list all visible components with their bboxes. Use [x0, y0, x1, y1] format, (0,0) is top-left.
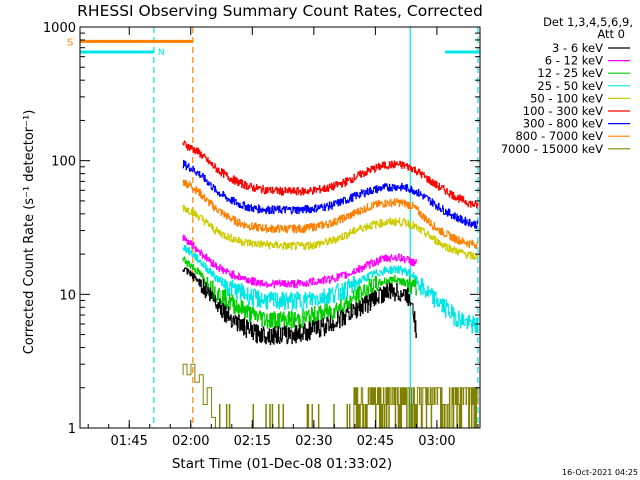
chart-title: RHESSI Observing Summary Count Rates, Co… — [77, 2, 483, 20]
legend-label-1: 6 - 12 keV — [545, 54, 603, 68]
x-tick-label-0: 01:45 — [110, 434, 147, 449]
x-tick-label-3: 02:30 — [295, 434, 332, 449]
y-tick-label-3: 1000 — [43, 21, 76, 36]
night-state-label: N — [158, 48, 165, 58]
legend-label-7: 800 - 7000 keV — [515, 129, 603, 143]
legend-label-8: 7000 - 15000 keV — [501, 142, 603, 156]
series-line-7000-15000-kev — [182, 363, 479, 428]
legend-label-6: 300 - 800 keV — [523, 117, 603, 131]
legend-label-2: 12 - 25 keV — [537, 66, 603, 80]
legend-label-0: 3 - 6 keV — [552, 41, 603, 55]
legend-header-line-1: Det 1,3,4,5,6,9, — [543, 15, 633, 29]
series-line-12-25-kev — [182, 256, 417, 330]
timestamp: 16-Oct-2021 04:25 — [562, 468, 638, 477]
legend-label-3: 25 - 50 keV — [537, 79, 603, 93]
x-axis-label: Start Time (01-Dec-08 01:33:02) — [172, 456, 392, 472]
series-line-300-800-kev — [182, 159, 479, 229]
series-line-6-12-kev — [182, 234, 417, 289]
series-line-3-6-kev — [182, 267, 417, 346]
series-line-50-100-kev — [182, 204, 479, 260]
series-line-800-7000-kev — [182, 179, 479, 249]
x-tick-label-2: 02:15 — [234, 434, 271, 449]
x-tick-label-4: 02:45 — [357, 434, 394, 449]
series-line-25-50-kev — [182, 244, 479, 334]
y-tick-label-1: 10 — [59, 288, 76, 303]
plot-frame — [79, 26, 481, 429]
y-tick-label-2: 100 — [51, 155, 76, 170]
legend-header-line-2: Att 0 — [597, 27, 625, 41]
legend-label-5: 100 - 300 keV — [523, 104, 603, 118]
legend-label-4: 50 - 100 keV — [530, 91, 603, 105]
attenuator-state-label: S — [67, 37, 73, 48]
y-tick-label-0: 1 — [68, 422, 76, 437]
y-axis-label: Corrected Count Rate (s⁻¹ detector⁻¹) — [22, 110, 37, 355]
series-line-100-300-kev — [182, 140, 479, 209]
x-tick-label-5: 03:00 — [418, 434, 455, 449]
x-tick-label-1: 02:00 — [172, 434, 209, 449]
